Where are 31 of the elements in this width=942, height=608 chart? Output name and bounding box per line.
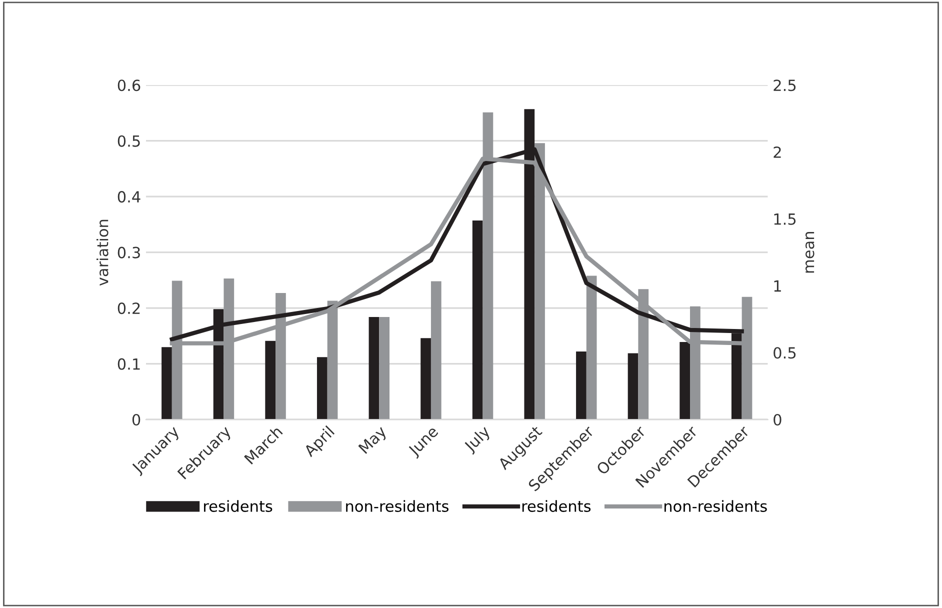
bar	[265, 340, 276, 420]
bar	[628, 353, 638, 420]
bar	[586, 276, 597, 420]
y-tick-label: 0.2	[118, 302, 140, 314]
bar	[472, 220, 483, 420]
legend-label: non-residents	[664, 500, 767, 512]
bar	[430, 281, 442, 420]
y2-tick-label: 0.5	[774, 347, 796, 359]
y2-tick-label: 2.5	[774, 80, 796, 92]
y2-axis-title: mean	[805, 232, 814, 273]
y2-tick-label: 2	[774, 146, 781, 158]
y-tick-label: 0.6	[118, 80, 140, 92]
y-tick-label: 0.3	[118, 246, 140, 258]
y-tick-label: 0.1	[118, 358, 140, 370]
y-tick-label: 0	[132, 414, 140, 426]
legend-label: non-residents	[346, 500, 448, 512]
bar	[420, 338, 431, 420]
y2-tick-label: 1	[774, 280, 781, 292]
bar	[576, 352, 586, 420]
bar	[379, 316, 390, 420]
y-tick-label: 0.5	[118, 135, 140, 147]
bar	[316, 357, 328, 420]
y-axis-title: variation	[96, 220, 108, 286]
bar	[680, 342, 690, 420]
bar	[162, 347, 172, 420]
legend-label: residents	[522, 500, 591, 512]
y-tick-label: 0.4	[118, 191, 140, 203]
bar	[368, 316, 380, 420]
y2-tick-label: 0	[774, 414, 782, 426]
y2-tick-label: 1.5	[774, 214, 796, 225]
legend-label: residents	[204, 500, 272, 512]
